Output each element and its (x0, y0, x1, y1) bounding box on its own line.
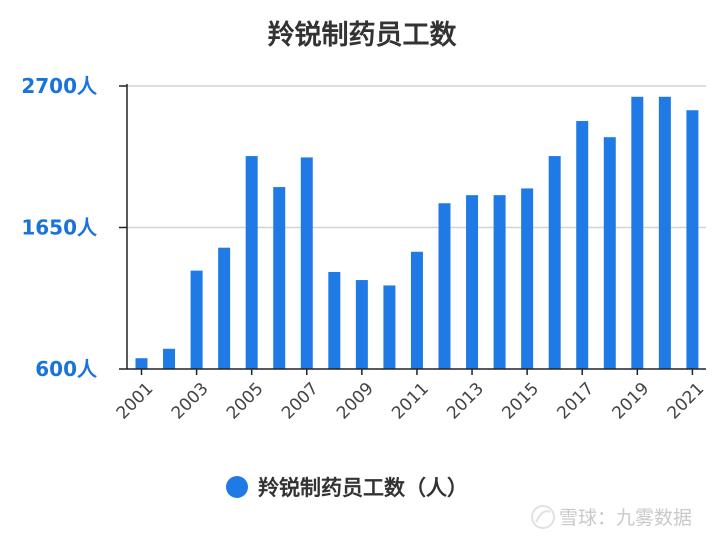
bar-2006[interactable] (273, 187, 286, 369)
xueqiu-logo-icon (531, 505, 555, 529)
bar-2017[interactable] (576, 121, 589, 370)
bar-2007[interactable] (300, 157, 313, 369)
bar-2015[interactable] (521, 188, 534, 369)
x-tick-label: 2005 (223, 379, 268, 424)
bar-2004[interactable] (218, 247, 231, 369)
x-tick-label: 2007 (278, 379, 323, 424)
bar-2013[interactable] (466, 195, 479, 369)
y-tick-label: 600人 (35, 357, 98, 381)
bars (135, 96, 699, 370)
x-tick-label: 2021 (664, 379, 709, 424)
x-tick-label: 2019 (609, 379, 654, 424)
bar-2014[interactable] (493, 195, 506, 369)
x-tick-label: 2015 (498, 379, 543, 424)
x-tick-label: 2001 (113, 379, 158, 424)
bar-2003[interactable] (190, 270, 203, 369)
watermark: 雪球：九雾数据 (531, 505, 692, 529)
x-tick-label: 2003 (168, 379, 213, 424)
x-tick-label: 2013 (443, 379, 488, 424)
bar-2020[interactable] (658, 96, 671, 370)
bar-2005[interactable] (245, 156, 258, 369)
watermark-text: 雪球：九雾数据 (559, 507, 692, 529)
legend-label: 羚锐制药员工数（人） (258, 476, 468, 500)
y-tick-label: 1650人 (21, 216, 98, 240)
bar-2010[interactable] (383, 285, 396, 369)
bar-2008[interactable] (328, 271, 341, 369)
legend[interactable]: 羚锐制药员工数（人） (226, 476, 468, 500)
bar-2016[interactable] (548, 156, 561, 369)
x-tick-label: 2017 (553, 379, 598, 424)
bar-2009[interactable] (355, 280, 368, 369)
bar-2001[interactable] (135, 358, 148, 369)
legend-marker-icon (226, 476, 248, 498)
x-tick-label: 2009 (333, 379, 378, 424)
grid-lines (127, 85, 706, 229)
x-tick-label: 2011 (388, 379, 433, 424)
y-axis-ticks: 600人 1650人 2700人 (21, 74, 127, 381)
bar-2019[interactable] (631, 96, 644, 370)
chart-title: 羚锐制药员工数 (268, 20, 458, 51)
bar-2012[interactable] (438, 203, 451, 369)
y-tick-label: 2700人 (21, 74, 98, 98)
x-axis-ticks: 2001 2003 2005 2007 2009 2011 2013 2015 2017 2019… (113, 369, 709, 424)
bar-2018[interactable] (603, 137, 616, 369)
bar-2002[interactable] (163, 348, 176, 369)
bar-2021[interactable] (686, 110, 699, 369)
bar-2011[interactable] (410, 251, 423, 369)
